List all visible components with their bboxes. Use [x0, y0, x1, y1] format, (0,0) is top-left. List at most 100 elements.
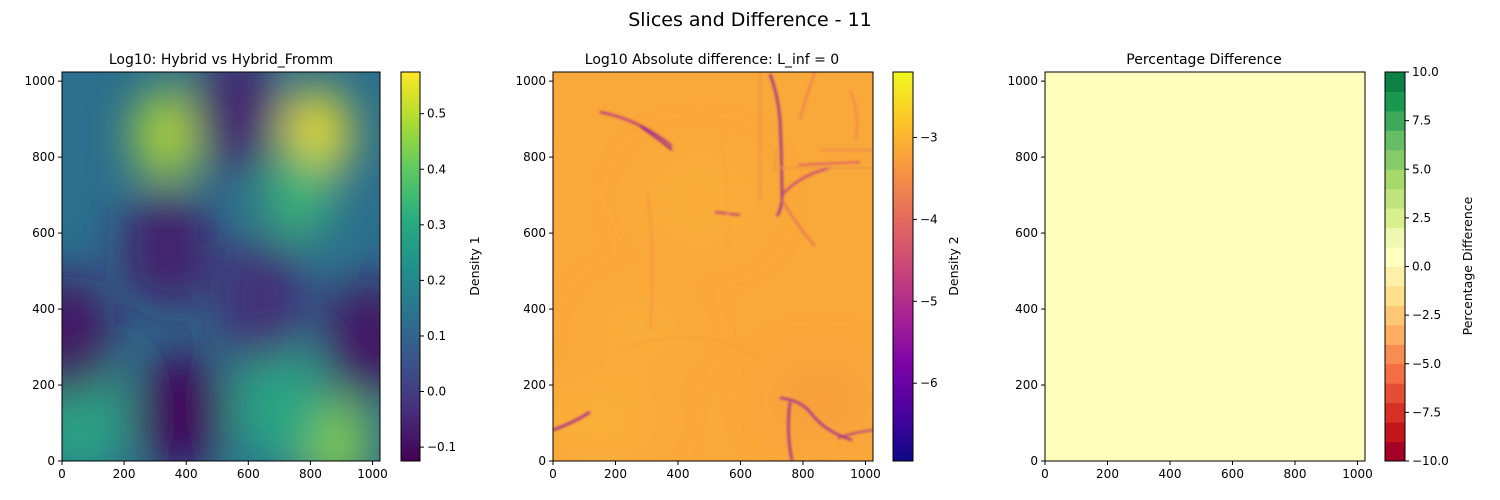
colorbar-level [1385, 208, 1405, 229]
y-tick-label: 0 [1030, 454, 1038, 468]
x-tick-label: 800 [299, 467, 322, 481]
x-tick-label: 200 [113, 467, 136, 481]
x-tick-label: 0 [58, 467, 66, 481]
panel-1-heatmap [62, 72, 380, 461]
colorbar-level [1385, 266, 1405, 287]
colorbar-tick-label: −3 [920, 131, 938, 145]
colorbar-tick-label: 0.3 [427, 218, 446, 232]
density-feature [214, 239, 307, 364]
x-tick-label: 400 [175, 467, 198, 481]
density-feature [233, 341, 326, 461]
y-tick-label: 800 [523, 150, 546, 164]
y-tick-label: 200 [32, 378, 55, 392]
colorbar-level [1385, 188, 1405, 209]
y-tick-label: 1000 [24, 74, 55, 88]
panel-2-colorbar-frame [892, 71, 914, 462]
colorbar-tick-label: −4 [920, 212, 938, 226]
density-feature [323, 277, 380, 402]
panel-2-colorbar-label: Density 2 [946, 236, 961, 295]
colorbar-level [1385, 149, 1405, 170]
panel-3-colorbar: 10.0 7.5 5.0 2.5 0.0 −2.5 −5.0 −7.5 −10.0 Percen… [1384, 65, 1475, 468]
y-tick-label: 600 [1015, 226, 1038, 240]
x-tick-label: 0 [1041, 467, 1049, 481]
colorbar-level [1385, 441, 1405, 462]
panel-2-frame [552, 71, 874, 462]
density-feature [133, 88, 202, 181]
y-tick-label: 400 [32, 302, 55, 316]
colorbar-level [1385, 72, 1405, 92]
colorbar-level [1385, 247, 1405, 267]
colorbar-level [1385, 383, 1405, 404]
colorbar-level [1385, 324, 1405, 345]
y-tick-label: 1000 [515, 74, 546, 88]
colorbar-tick-label: −7.5 [1412, 405, 1441, 419]
density-feature [264, 149, 333, 241]
panel-1-colorbar-frame [400, 71, 421, 462]
x-tick-label: 600 [237, 467, 260, 481]
colorbar-level [1385, 422, 1405, 443]
y-tick-label: 200 [523, 378, 546, 392]
colorbar-tick-label: 0.1 [427, 329, 446, 343]
x-tick-label: 400 [667, 467, 690, 481]
colorbar-tick-label: 5.0 [1412, 162, 1431, 176]
y-tick-label: 200 [1015, 378, 1038, 392]
panel-3-frame [1044, 71, 1366, 462]
x-tick-label: 1000 [1342, 467, 1373, 481]
x-tick-label: 200 [604, 467, 627, 481]
y-tick-label: 0 [538, 454, 546, 468]
colorbar-level [1385, 91, 1405, 112]
panel-1-density-field [62, 72, 380, 461]
panel-1-frame [61, 71, 381, 462]
panel-2-filaments [553, 72, 873, 461]
density-feature [189, 72, 282, 174]
colorbar-tick-label: −5 [920, 294, 938, 308]
colorbar-level [1385, 169, 1405, 190]
x-tick-label: 600 [729, 467, 752, 481]
colorbar-tick-label: −2.5 [1412, 308, 1441, 322]
panel-1-colorbar-ticks: −0.1 0.0 0.1 0.2 0.3 0.4 0.5 [420, 107, 456, 454]
panel-2-colorbar-gradient [893, 72, 913, 461]
colorbar-tick-label: 7.5 [1412, 114, 1431, 128]
colorbar-tick-label: −0.1 [427, 440, 456, 454]
panel-1-colorbar-label: Density 1 [467, 236, 482, 295]
panel-3-title: Percentage Difference [1126, 52, 1281, 68]
panel-2-colorbar-ticks: −3 −4 −5 −6 [913, 131, 938, 390]
colorbar-level [1385, 344, 1405, 365]
panel-3-axes: 0 200 400 600 800 1000 0 200 400 600 800 1000 [1007, 74, 1372, 481]
y-tick-label: 600 [32, 226, 55, 240]
panel-3: Percentage Difference 0 200 400 600 800 1000 0… [1007, 52, 1475, 481]
colorbar-tick-label: −6 [920, 376, 938, 390]
panel-2-colorbar: −3 −4 −5 −6 Density 2 [892, 71, 961, 462]
colorbar-tick-label: −5.0 [1412, 357, 1441, 371]
colorbar-tick-label: 0.0 [427, 385, 446, 399]
colorbar-level [1385, 110, 1405, 131]
panel-3-colorbar-ticks: 10.0 7.5 5.0 2.5 0.0 −2.5 −5.0 −7.5 −10.0 [1405, 65, 1449, 468]
panel-2-heatmap [553, 72, 873, 461]
panel-1: Log10: Hybrid vs Hybrid_Fromm 0 200 400 600… [24, 52, 482, 481]
panel-3-heatmap [1045, 72, 1365, 461]
x-tick-label: 200 [1096, 467, 1119, 481]
x-tick-label: 400 [1159, 467, 1182, 481]
figure-suptitle: Slices and Difference - 11 [628, 9, 872, 31]
density-feature [134, 349, 226, 461]
x-tick-label: 0 [549, 467, 557, 481]
colorbar-level [1385, 285, 1405, 306]
colorbar-level [1385, 402, 1405, 423]
colorbar-tick-label: 0.4 [427, 162, 446, 176]
y-tick-label: 600 [523, 226, 546, 240]
colorbar-tick-label: 0.2 [427, 273, 446, 287]
colorbar-level [1385, 363, 1405, 384]
colorbar-level [1385, 227, 1405, 248]
panel-1-axes: 0 200 400 600 800 1000 0 200 400 600 800 1000 [24, 74, 387, 481]
panel-3-colorbar-levels [1385, 72, 1405, 462]
panel-2: Log10 Absolute difference: L_inf = 0 [515, 52, 961, 481]
colorbar-level [1385, 130, 1405, 151]
y-tick-label: 0 [47, 454, 55, 468]
colorbar-tick-label: 0.0 [1412, 260, 1431, 274]
density-feature [121, 186, 214, 311]
panel-2-title: Log10 Absolute difference: L_inf = 0 [585, 52, 839, 68]
panel-1-colorbar-gradient [401, 72, 420, 461]
x-tick-label: 800 [1284, 467, 1307, 481]
colorbar-tick-label: −10.0 [1412, 454, 1449, 468]
